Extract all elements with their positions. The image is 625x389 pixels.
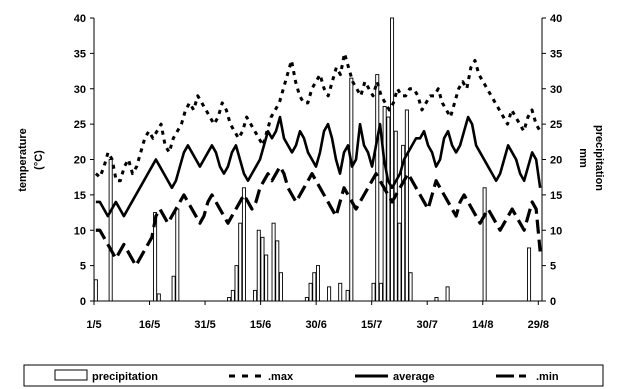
precipitation-bar [315, 265, 321, 302]
precipitation-bar [93, 279, 98, 302]
precipitation-bar [238, 222, 243, 302]
x-tick-label: 14/8 [472, 319, 493, 331]
temperature-lines [94, 51, 542, 268]
y-tick-label: 20 [74, 155, 86, 167]
legend-label-max: .max [268, 371, 294, 383]
y2-tick-label: 10 [550, 225, 562, 237]
precipitation-bar [404, 109, 409, 302]
legend-label-average: average [393, 371, 435, 383]
precipitation-bar [275, 240, 280, 302]
precipitation-bar [271, 222, 276, 302]
x-tick-label: 29/8 [528, 319, 549, 331]
precipitation-bar [434, 297, 439, 302]
x-tick-label: 15/6 [250, 319, 271, 331]
y-tick-label: 25 [74, 119, 86, 131]
precipitation-bar [345, 289, 350, 302]
y-tick-label: 15 [74, 190, 86, 202]
y-axis-title-line2: (°C) [33, 150, 45, 170]
precipitation-bar [234, 265, 239, 302]
precipitation-bar [227, 297, 232, 302]
precipitation-bar [260, 236, 265, 302]
series-line-max [94, 51, 542, 183]
precipitation-bar [108, 159, 113, 302]
precipitation-bar [153, 212, 158, 302]
series-line-min [95, 164, 542, 268]
precipitation-bar [527, 247, 532, 302]
y2-tick-label: 15 [550, 190, 562, 202]
precipitation-bar [393, 130, 398, 302]
precipitation-bar [397, 222, 402, 302]
precipitation-bar [338, 282, 343, 302]
legend-label-precipitation: precipitation [92, 371, 158, 383]
legend: precipitation .max average .min [23, 364, 604, 387]
x-ticks: 1/5 16/5 31/5 15/6 30/6 15/7 30/7 14/8 29/8 [86, 301, 549, 331]
y2-axis-title-line1: precipitation [593, 125, 605, 191]
x-tick-label: 1/5 [86, 319, 101, 331]
y2-tick-label: 0 [550, 296, 556, 308]
x-tick-label: 30/7 [417, 319, 438, 331]
precipitation-bar [171, 275, 176, 302]
precipitation-bar [304, 297, 309, 302]
precipitation-bar [375, 74, 380, 302]
precipitation-bar [256, 229, 261, 302]
legend-swatch-precipitation [54, 369, 88, 381]
precipitation-bar [264, 254, 269, 302]
precipitation-bar [327, 286, 332, 302]
precipitation-bar [408, 272, 413, 302]
precipitation-bar [312, 272, 317, 302]
y-tick-label: 10 [74, 225, 86, 237]
x-tick-label: 31/5 [194, 319, 215, 331]
precipitation-bar [230, 289, 235, 302]
precipitation-bar [175, 208, 180, 302]
x-tick-label: 16/5 [139, 319, 160, 331]
y-tick-label: 40 [74, 13, 86, 25]
precipitation-bar [482, 187, 487, 302]
y-axis-title-line1: temperature [17, 128, 29, 192]
precipitation-bar [382, 105, 387, 302]
precipitation-bars [93, 17, 532, 302]
x-tick-label: 15/7 [361, 319, 382, 331]
legend-box [23, 364, 604, 387]
y-ticks-left: 0 5 10 15 20 25 30 35 40 [74, 13, 94, 308]
y2-tick-label: 5 [550, 261, 556, 273]
y-tick-label: 30 [74, 84, 86, 96]
series-line-average [95, 115, 542, 218]
y2-tick-label: 25 [550, 119, 562, 131]
legend-label-min: .min [536, 371, 559, 383]
y-ticks-right: 0 5 10 15 20 25 30 35 40 [542, 13, 562, 308]
y-tick-label: 0 [80, 296, 86, 308]
precipitation-bar [371, 282, 376, 302]
precipitation-bar [386, 116, 391, 302]
precipitation-bar [390, 17, 395, 302]
y-tick-label: 5 [80, 261, 86, 273]
y2-axis-title-line2: mm [577, 148, 589, 168]
precipitation-bar [156, 293, 161, 302]
precipitation-bar [445, 286, 450, 302]
x-tick-label: 30/6 [305, 319, 326, 331]
y2-tick-label: 40 [550, 13, 562, 25]
y2-tick-label: 35 [550, 48, 562, 60]
precipitation-bar [241, 187, 246, 302]
y2-tick-label: 30 [550, 84, 562, 96]
precipitation-bar [278, 272, 283, 302]
precipitation-bar [378, 282, 383, 302]
y2-tick-label: 20 [550, 155, 562, 167]
precipitation-bar [253, 289, 258, 302]
precipitation-bar [401, 144, 406, 302]
y-tick-label: 35 [74, 48, 86, 60]
precipitation-bar [308, 282, 313, 302]
precipitation-bar [349, 77, 354, 302]
